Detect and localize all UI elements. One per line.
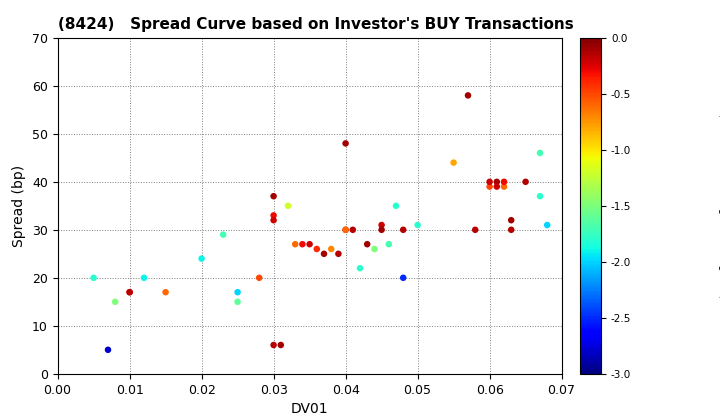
Point [124,289,135,296]
Point [138,274,150,281]
Point [232,299,243,305]
Point [268,217,279,223]
Point [397,274,409,281]
Point [484,178,495,185]
Point [304,241,315,247]
Y-axis label: Spread (bp): Spread (bp) [12,165,27,247]
Point [505,217,517,223]
Point [484,183,495,190]
Point [520,178,531,185]
Point [268,193,279,199]
Point [354,265,366,272]
Point [498,183,510,190]
Point [369,246,380,252]
Point [340,226,351,233]
Point [491,178,503,185]
Point [340,140,351,147]
Text: (8424)   Spread Curve based on Investor's BUY Transactions: (8424) Spread Curve based on Investor's … [58,18,573,32]
Point [491,183,503,190]
Point [383,241,395,247]
Point [318,250,330,257]
Point [289,241,301,247]
Point [534,150,546,156]
Point [541,222,553,228]
Point [390,202,402,209]
Point [102,346,114,353]
Point [397,226,409,233]
Point [124,289,135,296]
Point [253,274,265,281]
Point [217,231,229,238]
Point [333,250,344,257]
Point [297,241,308,247]
Point [88,274,99,281]
Point [448,159,459,166]
Point [534,193,546,199]
Point [232,289,243,296]
Point [412,222,423,228]
Point [282,202,294,209]
Point [376,222,387,228]
X-axis label: DV01: DV01 [291,402,328,416]
Point [275,341,287,348]
Point [469,226,481,233]
Point [325,246,337,252]
Point [311,246,323,252]
Point [196,255,207,262]
Point [340,226,351,233]
Point [376,226,387,233]
Point [462,92,474,99]
Point [160,289,171,296]
Y-axis label: Time in years between 5/9/2025 and Trade Date
(Past Trade Date is given as negat: Time in years between 5/9/2025 and Trade… [718,88,720,324]
Point [347,226,359,233]
Point [268,341,279,348]
Point [361,241,373,247]
Point [498,178,510,185]
Point [268,212,279,219]
Point [505,226,517,233]
Point [109,299,121,305]
